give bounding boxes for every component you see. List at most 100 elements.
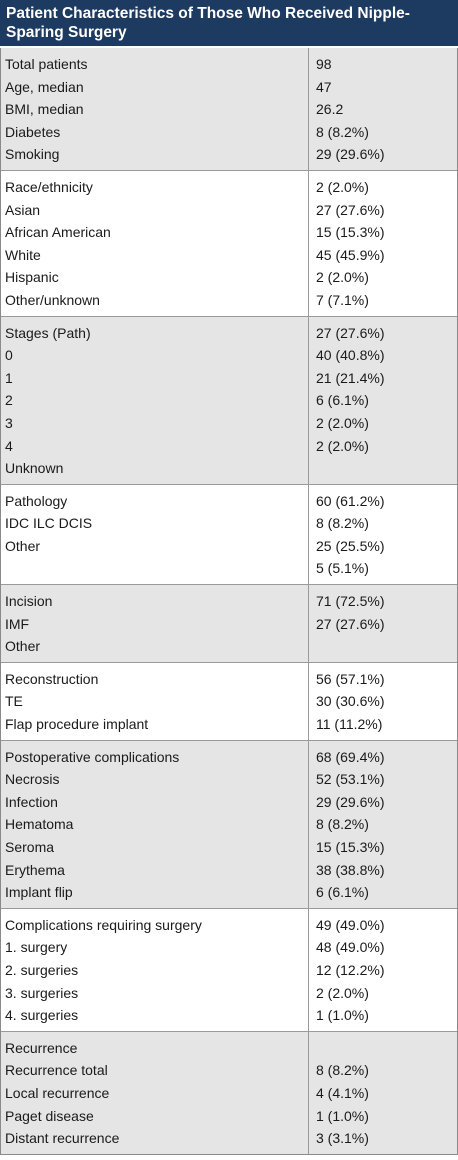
row-value: 45 (45.9%) — [316, 246, 385, 263]
row-label: Hematoma — [5, 816, 74, 833]
value-column: 8 (8.2%) 4 (4.1%) 1 (1.0%) 3 (3.1%) — [309, 1032, 457, 1154]
row-label: Other — [5, 537, 41, 554]
value-column: 27 (27.6%) 40 (40.8%) 21 (21.4%) 6 (6.1%) 2 … — [309, 317, 457, 484]
row-label: Hispanic — [5, 269, 59, 286]
value-column: 49 (49.0%) 48 (49.0%) 12 (12.2%) 2 (2.0%) 1 … — [309, 909, 457, 1031]
row-value: 47 — [316, 78, 332, 95]
value-column: 68 (69.4%) 52 (53.1%) 29 (29.6%) 8 (8.2%) 15… — [309, 741, 457, 908]
row-value: 6 (6.1%) — [316, 884, 369, 901]
row-label: IDC ILC DCIS — [5, 515, 93, 532]
row-value: 6 (6.1%) — [316, 392, 369, 409]
row-label: Stages (Path) — [5, 324, 91, 341]
row-label: Seroma — [5, 839, 55, 855]
label-column: Stages (Path) 0 1 2 3 4 Unknown — [1, 316, 309, 484]
row-value: 68 (69.4%) — [316, 748, 385, 765]
row-label: Smoking — [5, 146, 60, 163]
row-label: 1 — [5, 369, 13, 386]
label-column: Complications requiring surgery 1. surger… — [1, 908, 309, 1031]
label-column: Incision IMF Other — [1, 585, 309, 662]
row-value: 60 (61.2%) — [316, 492, 385, 509]
row-value: 26.2 — [316, 101, 344, 118]
row-value: 29 (29.6%) — [316, 146, 385, 163]
row-value: 2 (2.0%) — [316, 178, 369, 195]
row-value: 29 (29.6%) — [316, 793, 385, 810]
row-value: 27 (27.6%) — [316, 615, 385, 632]
label-column: Total patients Age, median BMI, median Diab… — [1, 48, 309, 170]
row-label: Distant recurrence — [5, 1130, 120, 1147]
row-label: 3. surgeries — [5, 984, 79, 1001]
row-label: Unknown — [5, 460, 64, 477]
row-label: Erythema — [5, 861, 65, 878]
row-label: Incision — [5, 593, 53, 610]
row-label: Implant flip — [5, 884, 73, 901]
row-value: 30 (30.6%) — [316, 693, 385, 710]
row-label: White — [5, 246, 41, 263]
row-value: 15 (15.3%) — [316, 839, 385, 855]
table-section: Race/ethnicity Asian African American White… — [1, 169, 457, 316]
row-label: Pathology — [5, 492, 68, 509]
row-value: 98 — [316, 56, 332, 72]
value-column: 71 (72.5%) 27 (27.6%) — [309, 585, 457, 662]
row-value: 21 (21.4%) — [316, 369, 385, 386]
row-label: Diabetes — [5, 123, 61, 140]
table-section: Stages (Path) 0 1 2 3 4 Unknown 27 (27.6%) 40 (4… — [1, 315, 457, 484]
row-label: Reconstruction — [5, 670, 99, 687]
table-section: Total patients Age, median BMI, median Diab… — [1, 48, 457, 170]
row-label: Age, median — [5, 78, 84, 95]
row-value: 52 (53.1%) — [316, 771, 385, 788]
row-value: 8 (8.2%) — [316, 1062, 369, 1079]
row-value: 7 (7.1%) — [316, 291, 369, 308]
row-value: 8 (8.2%) — [316, 816, 369, 833]
row-label: 2 — [5, 392, 13, 409]
row-value: 1 (1.0%) — [316, 1007, 369, 1024]
row-label: Necrosis — [5, 771, 60, 788]
row-label: Infection — [5, 793, 58, 810]
row-value: 11 (11.2%) — [316, 716, 383, 733]
row-value: 1 (1.0%) — [316, 1107, 369, 1124]
row-label: TE — [5, 693, 23, 710]
row-value: 25 (25.5%) — [316, 537, 385, 554]
row-label: Other/unknown — [5, 291, 100, 308]
row-value: 2 (2.0%) — [316, 984, 369, 1001]
row-value: 27 (27.6%) — [316, 201, 385, 218]
row-value: 56 (57.1%) — [316, 670, 385, 687]
row-label: Local recurrence — [5, 1084, 110, 1101]
row-label: 0 — [5, 347, 13, 364]
row-value: 12 (12.2%) — [316, 961, 385, 978]
row-label: Recurrence — [5, 1039, 78, 1056]
row-label: Flap procedure implant — [5, 716, 149, 733]
row-value: 4 (4.1%) — [316, 1084, 369, 1101]
row-value: 38 (38.8%) — [316, 861, 385, 878]
row-value: 8 (8.2%) — [316, 123, 369, 140]
row-label: 4. surgeries — [5, 1007, 79, 1024]
row-label: 2. surgeries — [5, 961, 79, 978]
row-value: 48 (49.0%) — [316, 939, 385, 956]
row-value: 8 (8.2%) — [316, 515, 369, 532]
row-label: Paget disease — [5, 1107, 94, 1124]
row-label: BMI, median — [5, 101, 84, 118]
row-label: Complications requiring surgery — [5, 916, 202, 933]
label-column: Race/ethnicity Asian African American White… — [1, 170, 309, 316]
row-value: 2 (2.0%) — [316, 414, 369, 431]
row-label: 3 — [5, 414, 13, 431]
row-value: 71 (72.5%) — [316, 593, 385, 610]
value-column: 60 (61.2%) 8 (8.2%) 25 (25.5%) 5 (5.1%) — [309, 485, 457, 584]
label-column: Reconstruction TE Flap procedure implant — [1, 662, 309, 740]
row-label: 4 — [5, 437, 13, 454]
row-label: Recurrence total — [5, 1062, 108, 1079]
row-value: 2 (2.0%) — [316, 437, 369, 454]
value-column: 56 (57.1%) 30 (30.6%) 11 (11.2%) — [309, 663, 457, 740]
table-section: Recurrence Recurrence total Local recurren… — [1, 1030, 457, 1154]
row-value: 49 (49.0%) — [316, 916, 385, 933]
label-column: Recurrence Recurrence total Local recurren… — [1, 1031, 309, 1154]
table-section: Postoperative complications Necrosis Infec… — [1, 739, 457, 908]
row-value: 40 (40.8%) — [316, 347, 385, 364]
table-section: Incision IMF Other 71 (72.5%) 27 (27.6%) — [1, 584, 457, 662]
row-value: 27 (27.6%) — [316, 324, 385, 341]
table-section: Pathology IDC ILC DCIS Other 60 (61.2%) 8 (8… — [1, 483, 457, 585]
table-section: Reconstruction TE Flap procedure implant 56… — [1, 661, 457, 740]
table-section: Complications requiring surgery 1. surger… — [1, 907, 457, 1031]
row-label: African American — [5, 224, 111, 241]
row-label: 1. surgery — [5, 939, 68, 956]
